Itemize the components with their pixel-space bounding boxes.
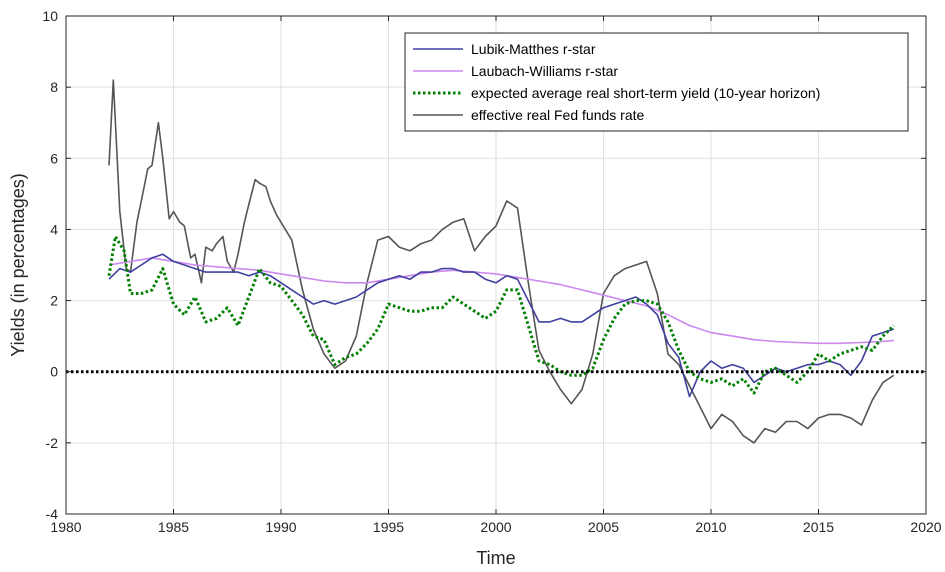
y-tick-label: 0 (50, 364, 58, 380)
y-tick-label: -4 (46, 506, 59, 522)
series-layer (107, 79, 895, 444)
x-axis-label: Time (476, 548, 515, 568)
x-tick-label: 2015 (803, 519, 834, 535)
legend-box (404, 32, 909, 132)
x-tick-label: 1985 (158, 519, 189, 535)
series-line-3 (108, 79, 895, 444)
ticks (65, 15, 927, 515)
y-tick-label: 10 (42, 8, 58, 24)
series-line-2 (107, 235, 895, 395)
legend-label: expected average real short-term yield (… (471, 85, 820, 101)
legend-label: effective real Fed funds rate (471, 107, 644, 123)
tick-labels: 1980 1985 1990 1995 2000 2005 2010 2015 2020-4-2… (42, 8, 941, 535)
y-tick-label: 8 (50, 79, 58, 95)
x-tick-label: 1995 (373, 519, 404, 535)
x-tick-label: 1990 (265, 519, 296, 535)
legend-label: Laubach-Williams r-star (471, 63, 618, 79)
legend-label: Lubik-Matthes r-star (471, 41, 596, 57)
x-tick-label: 2005 (588, 519, 619, 535)
x-tick-label: 1980 (50, 519, 81, 535)
y-tick-label: 6 (50, 150, 58, 166)
y-tick-label: -2 (46, 435, 59, 451)
x-tick-label: 2020 (910, 519, 941, 535)
y-tick-label: 4 (50, 221, 58, 237)
x-tick-label: 2000 (480, 519, 511, 535)
x-tick-label: 2010 (695, 519, 726, 535)
series-line-0 (108, 253, 895, 398)
y-tick-label: 2 (50, 293, 58, 309)
y-axis-label: Yields (in percentages) (8, 173, 28, 356)
legend: Lubik-Matthes r-star Laubach-Williams r-s… (404, 32, 909, 132)
